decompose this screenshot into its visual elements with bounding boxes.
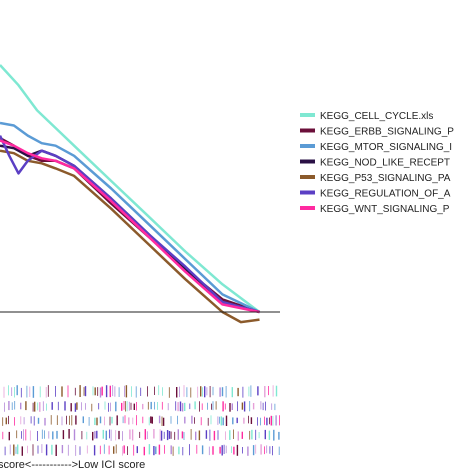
enrichment-curves: [0, 64, 261, 324]
legend-label-0: KEGG_CELL_CYCLE.xls: [320, 111, 433, 122]
legend-swatch-6: [300, 206, 315, 210]
bottom-axis-label: score<----------->Low ICI score: [0, 459, 145, 471]
legend-swatch-5: [300, 190, 315, 195]
legend-swatch-1: [300, 128, 315, 133]
legend-swatch-4: [300, 175, 315, 179]
legend-label-2: KEGG_MTOR_SIGNALING_I: [320, 142, 452, 153]
hit-rug-marks: [2, 385, 280, 456]
series-line-3: [0, 144, 260, 314]
series-line-2: [0, 121, 261, 314]
legend-swatch-0: [300, 113, 315, 117]
legend-label-1: KEGG_ERBB_SIGNALING_P: [320, 127, 454, 138]
legend-label-5: KEGG_REGULATION_OF_A: [320, 189, 451, 200]
legend: KEGG_CELL_CYCLE.xls KEGG_ERBB_SIGNALING_P…: [300, 111, 454, 215]
series-line-5: [0, 135, 260, 314]
series-line-4: [0, 149, 260, 324]
legend-swatch-3: [300, 159, 315, 164]
legend-swatch-2: [300, 144, 315, 148]
series-line-0: [0, 64, 261, 314]
series-line-6: [0, 139, 260, 314]
legend-label-3: KEGG_NOD_LIKE_RECEPT: [320, 158, 450, 169]
legend-label-4: KEGG_P53_SIGNALING_PA: [320, 173, 451, 184]
legend-label-6: KEGG_WNT_SIGNALING_P: [320, 204, 450, 215]
